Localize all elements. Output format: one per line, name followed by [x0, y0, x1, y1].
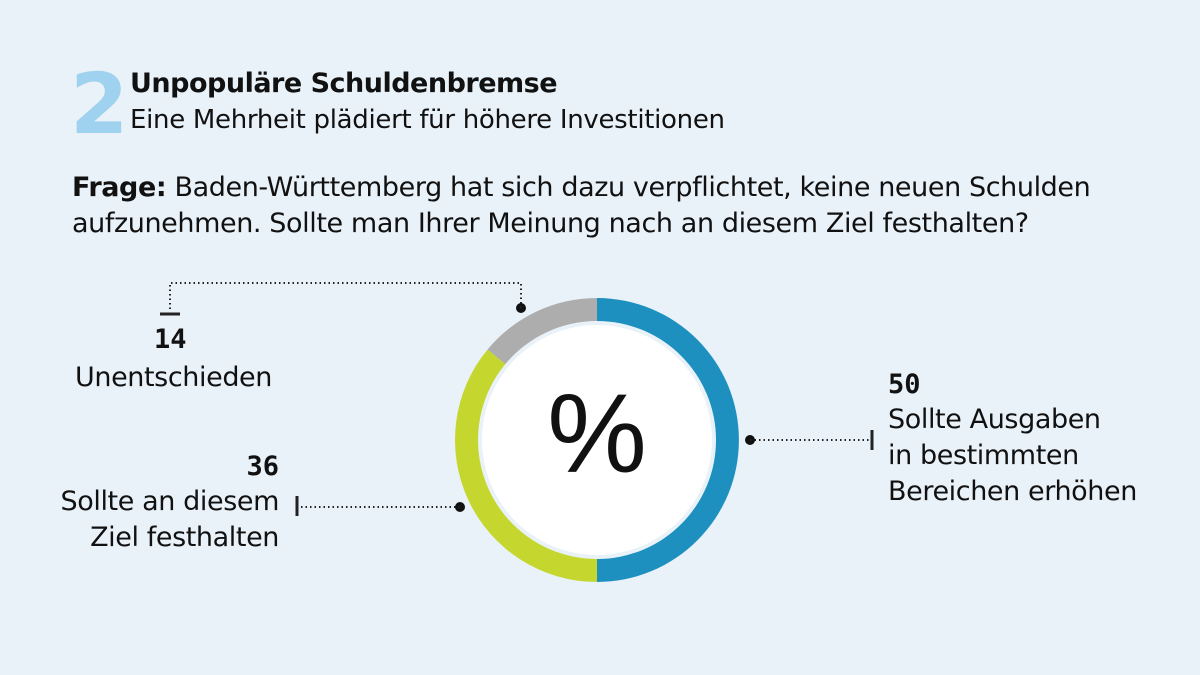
- label-ausgaben: Sollte Ausgaben in bestimmten Bereichen …: [888, 402, 1137, 510]
- question-label: Frage:: [72, 172, 167, 203]
- value-label-unentschieden: 14: [154, 324, 187, 355]
- label-ausgaben-line: in bestimmten: [888, 440, 1079, 471]
- value-label-ausgaben: 50: [888, 369, 921, 400]
- label-unentschieden-line: Unentschieden: [75, 362, 272, 393]
- label-ausgaben-line: Bereichen erhöhen: [888, 476, 1137, 507]
- label-unentschieden: Unentschieden: [75, 360, 272, 396]
- donut-center: [482, 325, 712, 555]
- section-number: 2: [70, 55, 129, 153]
- label-festhalten-line: Sollte an diesem: [60, 486, 279, 517]
- donut-slice-1: [454, 349, 597, 582]
- question-text: Baden-Württemberg hat sich dazu verpflic…: [72, 172, 1091, 239]
- chart-title: Unpopuläre Schuldenbremse: [130, 68, 558, 99]
- donut-slice-0: [597, 298, 739, 582]
- label-ausgaben-line: Sollte Ausgaben: [888, 404, 1101, 435]
- label-festhalten-line: Ziel festhalten: [90, 522, 279, 553]
- center-percent-label: %: [547, 371, 647, 496]
- donut-slices: [454, 298, 739, 582]
- leader-lines: [160, 282, 874, 516]
- donut-slice-2: [487, 298, 597, 365]
- value-label-festhalten: 36: [246, 451, 279, 482]
- label-festhalten: Sollte an diesem Ziel festhalten: [60, 484, 279, 556]
- chart-subtitle: Eine Mehrheit plädiert für höhere Invest…: [130, 105, 725, 135]
- survey-question: Frage: Baden-Württemberg hat sich dazu v…: [72, 170, 1132, 242]
- leader-line-unentschieden: [169, 282, 522, 312]
